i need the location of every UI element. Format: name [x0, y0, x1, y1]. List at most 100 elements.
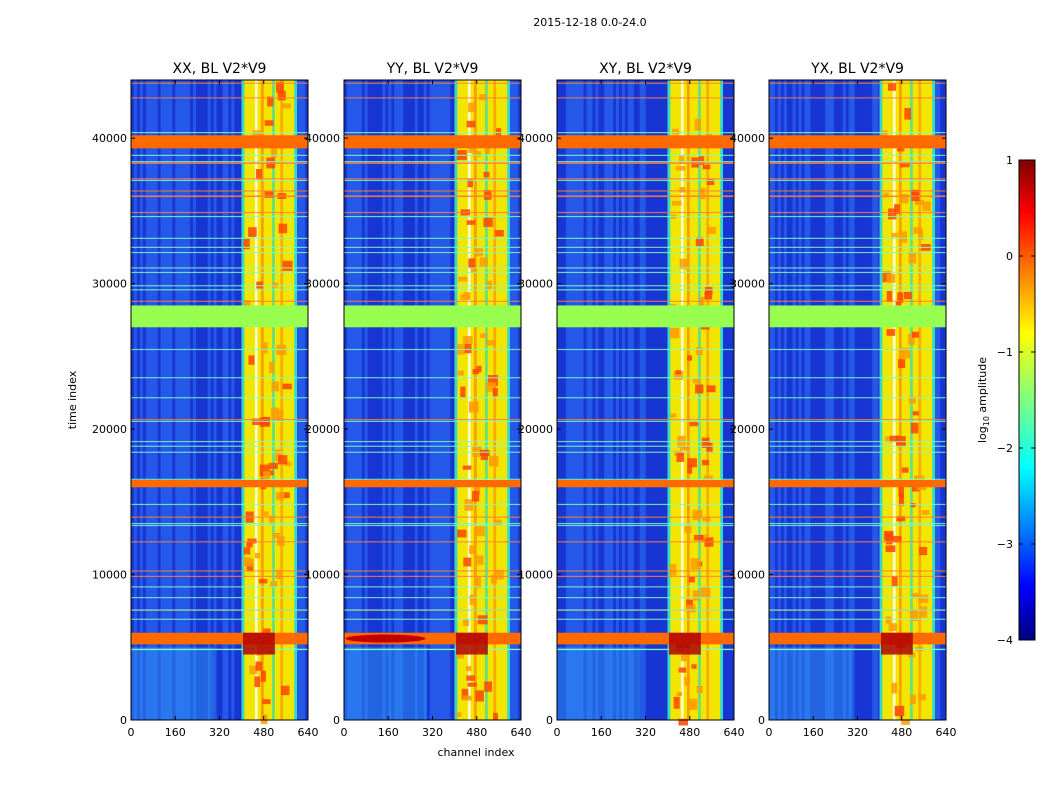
rfi-blob [468, 258, 476, 268]
y-tick-label: 10000 [730, 569, 765, 582]
rfi-subcolumn [892, 80, 896, 720]
noise-column [836, 80, 841, 720]
noise-column [819, 80, 823, 720]
time-stripe [131, 418, 308, 421]
rfi-subcolumn [467, 80, 471, 720]
colorbar-tick-label: −1 [997, 346, 1013, 359]
time-stripe [131, 97, 308, 99]
rfi-blob [260, 342, 268, 354]
rfi-blob [271, 381, 279, 392]
noise-column [400, 80, 404, 720]
time-stripe [344, 418, 521, 421]
rfi-blob [467, 179, 473, 188]
time-stripe [131, 348, 308, 351]
rfi-blob [271, 282, 279, 288]
rfi-blob [700, 586, 711, 598]
noise-column [370, 80, 374, 720]
time-stripe [131, 271, 308, 274]
noise-column [769, 80, 773, 720]
noise-column [562, 80, 567, 720]
rfi-blob [883, 192, 889, 198]
time-stripe [769, 179, 946, 182]
noise-column [367, 80, 371, 720]
noise-column [358, 80, 362, 720]
bright-time-band [557, 480, 734, 488]
rfi-blob [276, 536, 285, 546]
noise-column [728, 80, 732, 720]
noise-column [166, 80, 170, 720]
time-stripe [344, 609, 521, 611]
rfi-blob [281, 103, 291, 109]
x-tick-label: 480 [466, 726, 487, 739]
noise-column [866, 80, 870, 720]
noise-column [848, 80, 852, 720]
rfi-blob [473, 151, 482, 157]
rfi-blob [463, 292, 471, 300]
time-stripe [557, 267, 734, 269]
time-stripe [131, 289, 308, 291]
rfi-blob [909, 609, 918, 621]
rfi-blob [909, 694, 916, 705]
time-stripe [769, 541, 946, 543]
noise-column [580, 80, 584, 720]
time-stripe [769, 348, 946, 351]
colorbar-tick-label: 1 [1006, 154, 1013, 167]
noise-column [154, 80, 158, 720]
rfi-blob [704, 287, 713, 295]
time-stripe [344, 451, 521, 453]
low-time-texture [769, 647, 852, 720]
noise-column [618, 80, 623, 720]
rfi-blob [279, 492, 290, 499]
low-time-texture [131, 647, 214, 720]
y-tick-label: 20000 [518, 423, 553, 436]
noise-column [830, 80, 835, 720]
time-stripe [344, 596, 521, 599]
rfi-blob [248, 227, 257, 237]
time-stripe [557, 570, 734, 572]
rfi-blob [894, 705, 905, 717]
rfi-hotspot [881, 632, 913, 655]
time-stripe [557, 418, 734, 421]
noise-column [601, 80, 605, 720]
noise-column [828, 80, 832, 720]
rfi-blob [910, 503, 916, 508]
time-stripe [557, 154, 734, 156]
time-stripe [131, 161, 308, 163]
rfi-blob [254, 676, 261, 688]
x-tick-label: 640 [724, 726, 745, 739]
panels-group: XX, BL V2*V9 0 160 320 480 640 0 10000 20000 3000… [92, 61, 957, 739]
rfi-blob [476, 365, 482, 373]
time-stripe [344, 522, 521, 525]
bright-time-band [344, 135, 521, 149]
noise-column [376, 80, 380, 720]
noise-column [382, 80, 386, 720]
noise-column [660, 80, 664, 720]
x-tick-label: 640 [936, 726, 957, 739]
noise-column [574, 80, 578, 720]
rfi-blob [903, 291, 912, 300]
time-stripe [557, 445, 734, 447]
rfi-blob [670, 413, 677, 418]
x-tick-label: 320 [635, 726, 656, 739]
rfi-blob [898, 231, 908, 243]
noise-column [361, 80, 365, 720]
noise-column [228, 80, 232, 720]
rfi-blob [695, 384, 704, 394]
figure-suptitle: 2015-12-18 0.0-24.0 [533, 16, 646, 29]
noise-column [833, 80, 838, 720]
y-tick-label: 20000 [305, 423, 340, 436]
noise-column [722, 80, 726, 720]
noise-column [816, 80, 820, 720]
rfi-blob [693, 534, 704, 541]
time-stripe [344, 377, 521, 379]
noise-column [657, 80, 661, 720]
time-stripe [557, 195, 734, 198]
noise-column [131, 80, 135, 720]
time-stripe [344, 440, 521, 443]
time-stripe [769, 161, 946, 163]
rfi-blob [467, 682, 477, 687]
rfi-subcolumn [898, 80, 902, 720]
time-stripe [131, 596, 308, 599]
time-stripe [344, 178, 521, 180]
rfi-blob [690, 558, 701, 570]
